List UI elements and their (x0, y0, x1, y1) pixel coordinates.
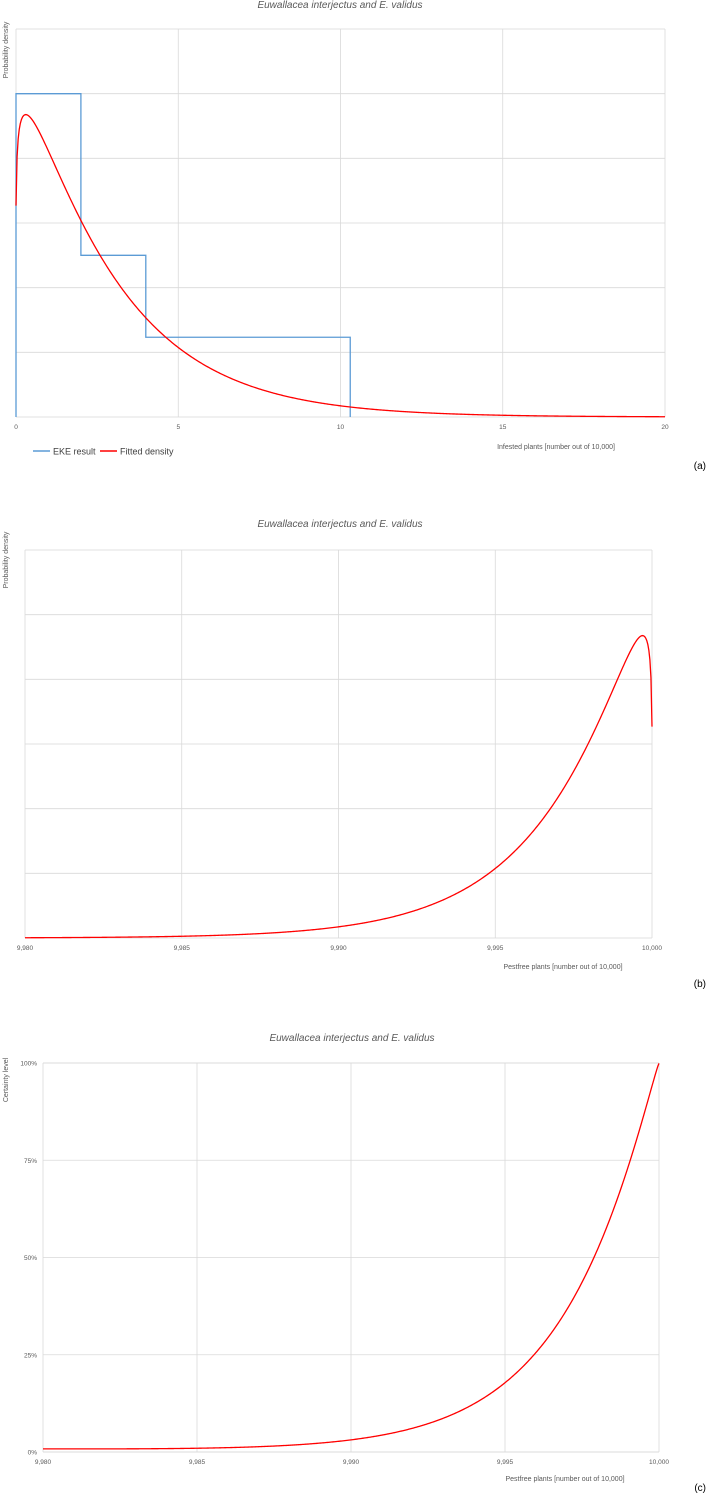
series-line-fitted-density (15, 113, 665, 418)
x-tick-label-c: 10,000 (649, 1459, 669, 1466)
chart-panel-b: Euwallacea interjectus and E. validus Pr… (3, 519, 706, 990)
x-tick-label-b: 9,985 (174, 945, 191, 952)
legend: EKE result Fitted density (33, 447, 174, 457)
x-tick-label-c: 9,980 (35, 1459, 52, 1466)
x-tick-label-c: 9,990 (343, 1459, 360, 1466)
x-tick-label-b: 9,995 (487, 945, 504, 952)
x-tick-label-b: 10,000 (642, 945, 662, 952)
y-tick-label-c: 0% (28, 1450, 38, 1457)
panel-tag-c: (c) (694, 1483, 706, 1494)
y-axis-label-c: Certainty level (3, 1057, 10, 1102)
chart-title-b: Euwallacea interjectus and E. validus (257, 519, 422, 530)
gridlines-a (15, 28, 666, 418)
series-c (42, 1063, 660, 1450)
x-tick-label-c: 9,995 (497, 1459, 514, 1466)
y-tick-labels-c: 0% 25% 50% 75% 100% (20, 1061, 37, 1457)
legend-item-eke-result: EKE result (33, 447, 96, 457)
legend-item-fitted-density: Fitted density (100, 447, 174, 457)
legend-label-eke-result: EKE result (53, 447, 96, 457)
x-tick-label-a: 5 (176, 424, 180, 431)
legend-label-fitted-density: Fitted density (120, 447, 174, 457)
chart-title-a: Euwallacea interjectus and E. validus (257, 0, 422, 11)
y-tick-label-c: 75% (24, 1158, 37, 1165)
x-tick-label-a: 10 (337, 424, 345, 431)
series-line-curve (25, 634, 653, 939)
series-b (25, 634, 653, 939)
x-tick-labels-a: 0 5 10 15 20 (14, 424, 669, 431)
chart-panel-a: Euwallacea interjectus and E. validus Pr… (3, 0, 706, 472)
series-line-eke-result (15, 93, 351, 417)
x-tick-label-c: 9,985 (189, 1459, 206, 1466)
series-a (15, 93, 665, 418)
panel-tag-b: (b) (694, 979, 706, 990)
y-tick-label-c: 50% (24, 1255, 37, 1262)
x-tick-label-b: 9,980 (17, 945, 34, 952)
gridlines-b (24, 549, 653, 939)
x-axis-label-a: Infested plants [number out of 10,000] (497, 444, 615, 451)
y-tick-label-c: 100% (20, 1061, 37, 1068)
y-tick-label-c: 25% (24, 1352, 37, 1359)
chart-panel-c: Euwallacea interjectus and E. validus Ce… (3, 1033, 706, 1494)
x-tick-labels-b: 9,980 9,985 9,990 9,995 10,000 (17, 945, 662, 952)
x-tick-labels-c: 9,980 9,985 9,990 9,995 10,000 (35, 1459, 669, 1466)
y-axis-label-b: Probability density (3, 531, 10, 588)
x-axis-label-c: Pestfree plants [number out of 10,000] (505, 1476, 624, 1483)
x-tick-label-a: 20 (661, 424, 669, 431)
y-axis-label-a: Probability density (3, 21, 10, 78)
x-tick-label-a: 0 (14, 424, 18, 431)
x-axis-label-b: Pestfree plants [number out of 10,000] (503, 964, 622, 971)
panel-tag-a: (a) (694, 461, 706, 472)
x-tick-label-b: 9,990 (330, 945, 347, 952)
gridlines-c (42, 1062, 660, 1453)
chart-title-c: Euwallacea interjectus and E. validus (269, 1033, 434, 1044)
series-line-curve (42, 1063, 660, 1450)
x-tick-label-a: 15 (499, 424, 507, 431)
